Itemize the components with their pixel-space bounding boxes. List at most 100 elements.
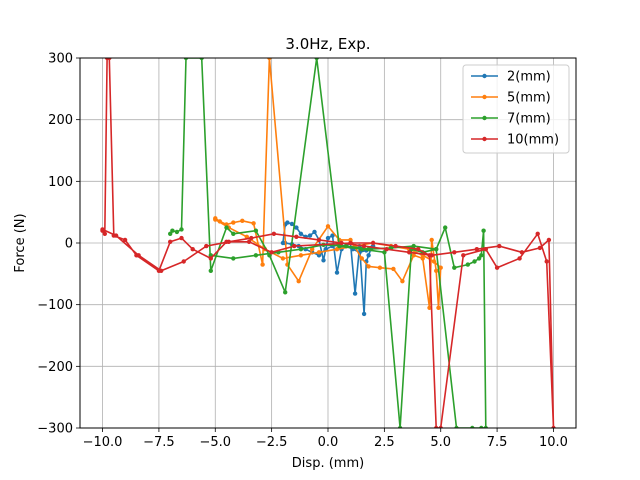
data-point	[299, 247, 303, 251]
data-point	[247, 240, 251, 244]
data-point	[472, 259, 476, 263]
data-point	[466, 262, 470, 266]
y-tick-label: −100	[37, 298, 73, 313]
data-point	[339, 241, 343, 245]
y-tick-label: 200	[48, 113, 73, 128]
x-tick-label: 7.5	[487, 435, 508, 450]
x-tick-label: −2.5	[256, 435, 288, 450]
data-point	[475, 247, 479, 251]
data-point	[371, 241, 375, 245]
data-point	[182, 259, 186, 263]
data-point	[168, 240, 172, 244]
data-point	[312, 230, 316, 234]
legend-label: 10(mm)	[507, 133, 559, 148]
data-point	[432, 259, 436, 263]
data-point	[272, 232, 276, 236]
data-point	[452, 266, 456, 270]
data-point	[434, 247, 438, 251]
x-tick-label: 0.0	[318, 435, 339, 450]
data-point	[251, 221, 255, 225]
data-point	[159, 269, 163, 273]
legend-marker	[482, 137, 486, 141]
y-axis-label: Force (N)	[13, 213, 28, 272]
legend: 2(mm)5(mm)7(mm)10(mm)	[463, 65, 569, 153]
x-tick-label: 5.0	[430, 435, 451, 450]
data-point	[520, 250, 524, 254]
y-tick-label: 300	[48, 52, 73, 67]
x-tick-label: −7.5	[143, 435, 175, 450]
data-point	[209, 269, 213, 273]
data-point	[416, 247, 420, 251]
data-point	[362, 244, 366, 248]
data-point	[285, 220, 289, 224]
data-point	[114, 233, 118, 237]
data-point	[297, 279, 301, 283]
data-point	[391, 267, 395, 271]
data-point	[218, 219, 222, 223]
data-point	[170, 229, 174, 233]
data-point	[123, 238, 127, 242]
data-point	[179, 236, 183, 240]
data-point	[283, 290, 287, 294]
data-point	[481, 229, 485, 233]
data-point	[326, 224, 330, 228]
data-point	[443, 225, 447, 229]
data-point	[254, 253, 258, 257]
legend-marker	[482, 116, 486, 120]
data-point	[366, 253, 370, 257]
data-point	[179, 227, 183, 231]
data-point	[317, 250, 321, 254]
data-point	[430, 253, 434, 257]
legend-label: 5(mm)	[507, 91, 551, 106]
data-point	[231, 256, 235, 260]
data-point	[299, 253, 303, 257]
data-point	[407, 250, 411, 254]
data-point	[136, 253, 140, 257]
data-point	[538, 246, 542, 250]
data-point	[224, 225, 228, 229]
data-point	[384, 247, 388, 251]
data-point	[452, 250, 456, 254]
data-point	[308, 233, 312, 237]
data-point	[430, 238, 434, 242]
y-tick-label: 100	[48, 175, 73, 190]
data-point	[103, 232, 107, 236]
legend-label: 7(mm)	[507, 112, 551, 127]
data-point	[100, 227, 104, 231]
x-tick-label: −10.0	[83, 435, 123, 450]
data-point	[353, 291, 357, 295]
data-point	[378, 266, 382, 270]
data-point	[484, 247, 488, 251]
y-tick-label: 0	[65, 237, 73, 252]
y-tick-label: −300	[37, 422, 73, 437]
data-point	[536, 232, 540, 236]
x-axis-label: Disp. (mm)	[292, 456, 364, 471]
x-tick-label: −5.0	[199, 435, 231, 450]
data-point	[231, 232, 235, 236]
data-point	[269, 250, 273, 254]
data-point	[545, 259, 549, 263]
data-point	[348, 241, 352, 245]
data-point	[227, 240, 231, 244]
chart-title: 3.0Hz, Exp.	[285, 35, 370, 53]
data-point	[260, 262, 264, 266]
legend-marker	[482, 74, 486, 78]
data-point	[547, 238, 551, 242]
data-point	[249, 236, 253, 240]
data-point	[326, 236, 330, 240]
data-point	[335, 270, 339, 274]
data-point	[213, 217, 217, 221]
data-point	[360, 256, 364, 260]
data-point	[294, 235, 298, 239]
x-tick-label: 10.0	[539, 435, 568, 450]
data-point	[479, 253, 483, 257]
data-point	[281, 256, 285, 260]
data-point	[495, 266, 499, 270]
data-point	[393, 244, 397, 248]
data-point	[517, 256, 521, 260]
data-point	[400, 279, 404, 283]
data-point	[175, 230, 179, 234]
legend-marker	[482, 95, 486, 99]
data-point	[461, 253, 465, 257]
